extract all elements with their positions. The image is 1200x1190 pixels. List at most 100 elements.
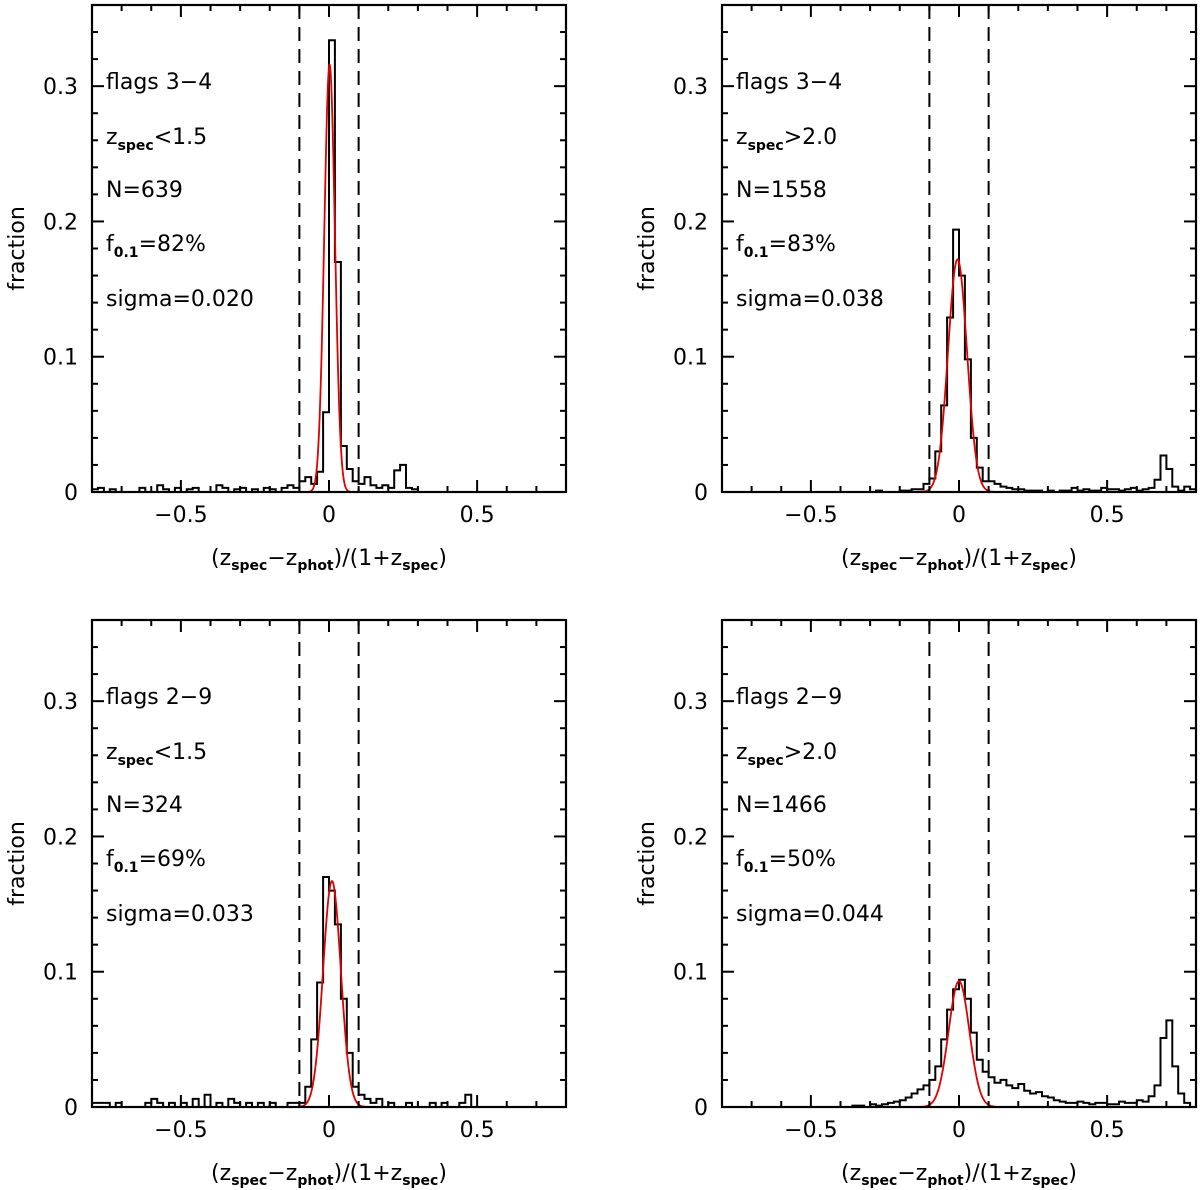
annotation-f-subscript: 0.1 [114,245,139,261]
x-tick-label: −0.5 [784,1118,837,1143]
y-axis-title: fraction [5,206,30,291]
annotation-z-cut: >2.0 [784,125,837,150]
x-title-part: )/(1+z [334,1161,403,1186]
x-tick-label: 0 [322,503,336,528]
x-title-subscript: phot [297,558,334,574]
annotation-f-subscript: 0.1 [744,245,769,261]
y-tick-label: 0.3 [43,690,78,715]
annotation-flags: flags 2−9 [736,685,842,710]
x-title-part: )/(1+z [334,546,403,571]
annotation-z-subscript: spec [118,753,154,769]
annotation-f01: f0.1=69% [106,847,206,876]
annotation-f01: f0.1=83% [736,232,836,261]
x-title-subscript: spec [1032,558,1068,574]
x-tick-label: 0.5 [460,503,495,528]
annotation-zcut: zspec>2.0 [736,125,837,154]
annotation-flags: flags 3−4 [106,70,212,95]
gaussian-fit [917,980,1001,1108]
x-title-part: −z [267,1161,297,1186]
y-tick-label: 0.1 [673,346,708,371]
y-tick-label: 0.2 [673,210,708,235]
panel-4: −0.5 0 0.500.10.20.3fraction(zspec−zphot)/… [635,618,1198,1189]
x-title-part: −z [267,546,297,571]
y-axis-title: fraction [635,821,660,906]
annotation-z: z [106,125,118,150]
x-axis-title: (zspec−zphot)/(1+zspec) [841,546,1077,574]
y-tick-label: 0.3 [673,75,708,100]
x-tick-label: −0.5 [784,503,837,528]
y-tick-label: 0 [64,1096,78,1121]
annotation-zcut: zspec<1.5 [106,740,207,769]
annotation-sigma: sigma=0.033 [106,902,254,927]
histogram-series [92,39,566,493]
x-title-part: ) [438,546,447,571]
y-tick-label: 0.1 [43,346,78,371]
annotation-sigma: sigma=0.020 [106,287,254,312]
panel-2: −0.5 0 0.5 0 0.1 0.2 0.3 fraction (zspec−zphot)/… [635,3,1198,574]
x-title-subscript: spec [231,1173,267,1189]
y-tick-label: 0.2 [43,825,78,850]
annotation-z-subscript: spec [748,753,784,769]
annotation-z-cut: <1.5 [154,125,207,150]
gaussian-fit [296,880,368,1108]
x-tick-label: 0.5 [1090,1118,1125,1143]
x-title-subscript: spec [1032,1173,1068,1189]
x-title-subscript: spec [861,558,897,574]
y-tick-label: 0.3 [43,75,78,100]
annotation-f-value: =82% [139,232,206,257]
gaussian-fit [919,258,996,493]
x-title-part: −z [897,1161,927,1186]
y-axis-title: fraction [635,206,660,291]
y-tick-label: 0 [694,1096,708,1121]
y-axis-title: fraction [5,821,30,906]
x-tick-label: −0.5 [154,503,207,528]
annotation-f-value: =83% [769,232,836,257]
gaussian-fit [308,63,352,493]
annotation-f-subscript: 0.1 [114,860,139,876]
x-title-subscript: spec [402,558,438,574]
annotation-z: z [736,125,748,150]
y-tick-label: 0 [694,481,708,506]
x-axis-title: (zspec−zphot)/(1+zspec) [841,1161,1077,1189]
x-tick-label: 0.5 [1090,503,1125,528]
x-tick-label: 0.5 [460,1118,495,1143]
annotation-n: N=1558 [736,178,827,203]
annotation-f01: f0.1=82% [106,232,206,261]
annotation-f-value: =50% [769,847,836,872]
y-tick-label: 0.1 [673,961,708,986]
x-tick-label: 0 [322,1118,336,1143]
annotation-z: z [736,740,748,765]
x-tick-label: 0 [952,503,966,528]
x-title-subscript: spec [861,1173,897,1189]
x-title-subscript: phot [927,1173,964,1189]
x-axis-title: (zspec−zphot)/(1+zspec) [211,1161,447,1189]
annotation-z-cut: >2.0 [784,740,837,765]
annotation-sigma: sigma=0.044 [736,902,884,927]
x-title-part: (z [211,546,231,571]
annotation-z-subscript: spec [118,138,154,154]
annotation-z-subscript: spec [748,138,784,154]
annotation-z: z [106,740,118,765]
annotation-f-subscript: 0.1 [744,860,769,876]
x-title-part: (z [211,1161,231,1186]
annotation-flags: flags 3−4 [736,70,842,95]
histogram-series [722,978,1196,1108]
x-title-subscript: spec [402,1173,438,1189]
annotation-flags: flags 2−9 [106,685,212,710]
x-title-subscript: phot [297,1173,334,1189]
x-title-part: )/(1+z [964,1161,1033,1186]
y-tick-label: 0.2 [43,210,78,235]
panel-3: −0.5 0 0.500.10.20.3fraction(zspec−zphot)/… [5,618,568,1189]
histogram-series [722,228,1196,493]
x-tick-label: −0.5 [154,1118,207,1143]
x-title-part: )/(1+z [964,546,1033,571]
x-title-part: ) [1068,1161,1077,1186]
annotation-n: N=639 [106,178,183,203]
annotation-n: N=1466 [736,793,827,818]
annotation-f: f [736,847,745,872]
x-title-subscript: spec [231,558,267,574]
x-tick-label: 0 [952,1118,966,1143]
y-tick-label: 0.2 [673,825,708,850]
x-axis-title: (zspec−zphot)/(1+zspec) [211,546,447,574]
